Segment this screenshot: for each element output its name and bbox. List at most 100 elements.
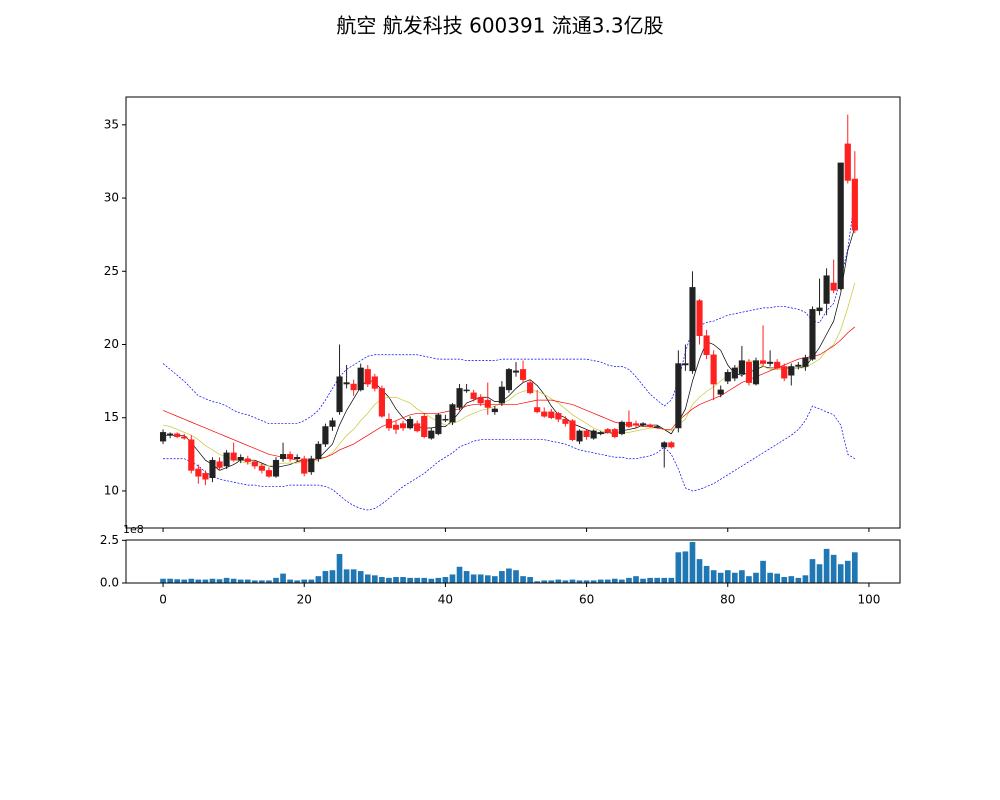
candle-body bbox=[774, 361, 781, 369]
volume-bar bbox=[837, 564, 844, 583]
volume-bar bbox=[640, 578, 646, 583]
candle-body bbox=[555, 413, 562, 420]
volume-bar bbox=[746, 576, 752, 583]
candle-body bbox=[442, 418, 449, 421]
volume-bar bbox=[569, 579, 576, 583]
volume-bar bbox=[513, 570, 519, 583]
candle-body bbox=[385, 418, 393, 429]
volume-bar bbox=[308, 579, 315, 583]
candle-body bbox=[576, 430, 583, 442]
volume-bar bbox=[795, 577, 802, 583]
candle-body bbox=[435, 414, 442, 435]
x-tick-label: 80 bbox=[720, 593, 735, 607]
volume-bar bbox=[266, 580, 272, 583]
candle-body bbox=[378, 388, 385, 417]
volume-bar bbox=[174, 579, 180, 583]
volume-bar bbox=[788, 576, 795, 583]
volume-bar bbox=[703, 565, 710, 583]
volume-bar bbox=[442, 577, 449, 583]
candle-body bbox=[569, 420, 576, 440]
volume-bar bbox=[294, 580, 300, 583]
candle-body bbox=[583, 430, 590, 438]
candle-body bbox=[237, 457, 244, 461]
candle-body bbox=[710, 354, 717, 385]
candle-body bbox=[759, 360, 767, 364]
volume-bar bbox=[484, 575, 491, 583]
candle-body bbox=[505, 369, 513, 391]
volume-bar bbox=[661, 577, 668, 583]
volume-bar bbox=[195, 579, 202, 583]
candle-body bbox=[830, 282, 837, 291]
volume-bar bbox=[280, 573, 286, 583]
candle-body bbox=[470, 392, 477, 399]
volume-bar bbox=[421, 577, 428, 583]
candle-body bbox=[618, 421, 625, 435]
candle-body bbox=[195, 468, 202, 477]
candle-body bbox=[272, 459, 280, 477]
axes-frame bbox=[125, 539, 901, 584]
volume-bar bbox=[823, 548, 830, 583]
volume-bar bbox=[626, 577, 632, 583]
candle-body bbox=[696, 300, 703, 336]
volume-bar bbox=[576, 580, 583, 583]
volume-bar bbox=[675, 552, 682, 583]
volume-bar bbox=[237, 579, 244, 583]
x-tick-label: 0 bbox=[159, 593, 167, 607]
x-tick-label: 60 bbox=[579, 593, 594, 607]
candle-body bbox=[795, 364, 802, 367]
volume-bar bbox=[223, 577, 230, 583]
volume-bar bbox=[647, 577, 653, 583]
volume-bar bbox=[456, 566, 463, 583]
volume-bar bbox=[407, 577, 413, 583]
volume-bar bbox=[852, 552, 858, 583]
volume-bar bbox=[244, 579, 251, 583]
candle-body bbox=[703, 335, 710, 356]
candle-body bbox=[258, 465, 265, 471]
x-tick-label: 20 bbox=[297, 593, 312, 607]
candle-body bbox=[209, 459, 216, 479]
volume-bar bbox=[753, 572, 759, 583]
y-tick-label: 15 bbox=[104, 410, 119, 424]
candle-body bbox=[294, 457, 301, 459]
candle-body bbox=[512, 370, 520, 373]
indicator-line bbox=[162, 198, 856, 424]
candle-body bbox=[279, 454, 287, 459]
volume-bar bbox=[343, 569, 350, 583]
volume-bar bbox=[654, 577, 660, 583]
volume-bar bbox=[202, 579, 209, 583]
candle-body bbox=[668, 442, 675, 448]
candle-body bbox=[322, 426, 329, 445]
candle-body bbox=[223, 452, 230, 467]
candle-body bbox=[301, 458, 308, 474]
candle-body bbox=[731, 367, 738, 379]
volume-bar bbox=[717, 572, 724, 583]
candle-body bbox=[498, 386, 505, 404]
volume-bar bbox=[590, 580, 597, 583]
volume-bar bbox=[322, 571, 329, 583]
volume-bar bbox=[506, 568, 512, 583]
candle-body bbox=[244, 458, 251, 462]
volume-bar bbox=[689, 542, 696, 583]
candle-body bbox=[661, 442, 668, 448]
volume-bar bbox=[364, 574, 371, 583]
volume-bar bbox=[329, 570, 336, 583]
candle-body bbox=[724, 372, 731, 382]
candle-body bbox=[625, 421, 633, 427]
candle-body bbox=[449, 404, 456, 423]
candle-body bbox=[159, 432, 167, 442]
axes-frame bbox=[125, 96, 901, 529]
candle-body bbox=[456, 388, 463, 408]
volume-bar bbox=[181, 579, 188, 583]
candle-body bbox=[174, 433, 181, 438]
volume-bar bbox=[350, 569, 357, 583]
candle-body bbox=[562, 418, 569, 424]
volume-bar bbox=[844, 560, 851, 583]
candle-body bbox=[308, 458, 315, 473]
candle-body bbox=[414, 423, 421, 432]
candle-body bbox=[188, 439, 195, 471]
volume-bar bbox=[379, 577, 385, 583]
volume-bar bbox=[710, 570, 717, 583]
volume-bar bbox=[682, 551, 689, 583]
volume-bar bbox=[259, 580, 265, 583]
candle-body bbox=[689, 287, 696, 372]
